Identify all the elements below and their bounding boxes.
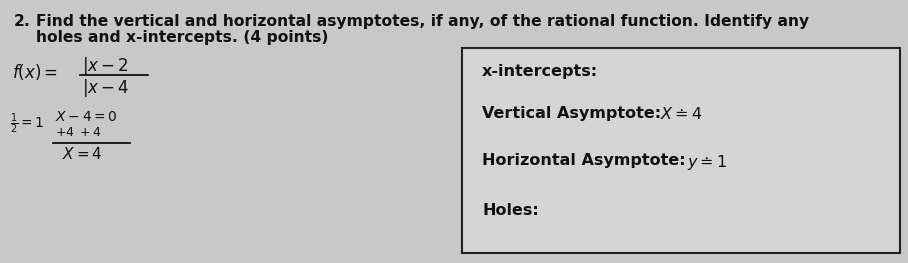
Text: x-intercepts:: x-intercepts: bbox=[482, 64, 598, 79]
Text: $f(x) =$: $f(x) =$ bbox=[12, 62, 58, 82]
Text: $|x-2$: $|x-2$ bbox=[82, 55, 129, 77]
Text: $X\doteq 4$: $X\doteq 4$ bbox=[660, 106, 703, 122]
Text: $y\doteq 1$: $y\doteq 1$ bbox=[687, 153, 727, 172]
Text: $+4\;+4$: $+4\;+4$ bbox=[55, 126, 102, 139]
Text: Horizontal Asymptote:: Horizontal Asymptote: bbox=[482, 153, 696, 168]
Bar bbox=[462, 48, 900, 253]
Text: Find the vertical and horizontal asymptotes, if any, of the rational function. I: Find the vertical and horizontal asympto… bbox=[36, 14, 809, 29]
Text: $\frac{1}{2}{=}1$: $\frac{1}{2}{=}1$ bbox=[10, 112, 44, 136]
Text: 2.: 2. bbox=[14, 14, 31, 29]
Text: Holes:: Holes: bbox=[482, 203, 538, 218]
Text: $X=4$: $X=4$ bbox=[62, 146, 103, 162]
Text: Vertical Asymptote:: Vertical Asymptote: bbox=[482, 106, 673, 121]
Text: $X-4=0$: $X-4=0$ bbox=[55, 110, 118, 124]
Text: $|x-4$: $|x-4$ bbox=[82, 77, 130, 99]
Text: holes and x-intercepts. (4 points): holes and x-intercepts. (4 points) bbox=[36, 30, 329, 45]
